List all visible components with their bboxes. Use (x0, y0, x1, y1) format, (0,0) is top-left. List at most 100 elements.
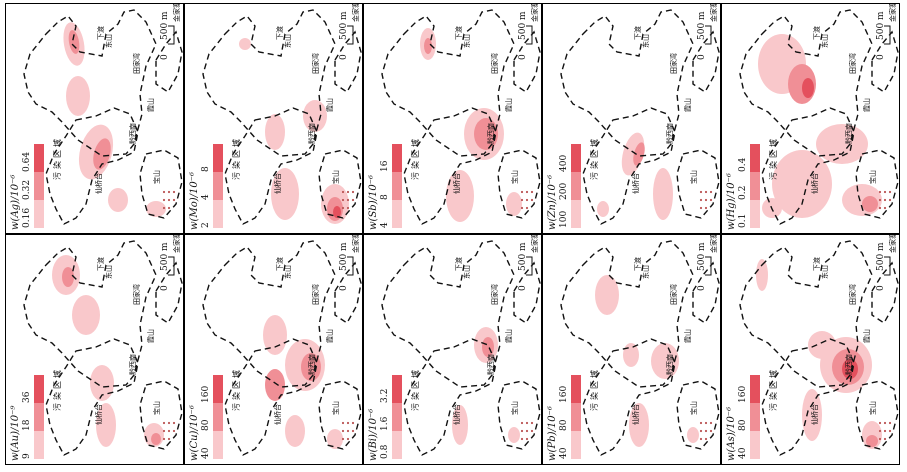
anomaly-shading (63, 22, 166, 217)
map-hg (739, 9, 899, 225)
legend-tick: 4 (201, 194, 211, 200)
district-boundary-3 (334, 261, 362, 325)
place-baoshan: 宝山 (690, 170, 698, 184)
sample-point (878, 198, 882, 202)
sample-point (699, 421, 703, 425)
place-baoshan: 宝山 (153, 401, 161, 415)
anomaly-shading (452, 327, 520, 445)
place-baoshan: 宝山 (690, 401, 698, 415)
place-xiashan: 霞山 (147, 98, 155, 112)
sample-point (878, 190, 882, 194)
element-label: w(Hg)/10⁻⁶ (726, 173, 737, 230)
district-boundary-1 (761, 107, 855, 225)
sample-point (699, 437, 703, 441)
place-xiadu: 下渡 (634, 26, 642, 40)
sample-point (525, 429, 529, 433)
sample-point (530, 198, 534, 202)
scale-bar (705, 25, 712, 45)
district-boundary-0 (202, 9, 336, 157)
legend-swatch-dark (571, 375, 581, 403)
legend-swatch-mid (34, 403, 44, 431)
place-baoshan: 宝山 (332, 401, 340, 415)
place-tianjiawan: 田家湾 (849, 284, 857, 305)
place-jinjiazhai: 金家寨 (531, 234, 539, 253)
district-boundary-3 (155, 30, 183, 94)
sample-point (162, 437, 166, 441)
sample-point (699, 190, 703, 194)
panel-mo: w(Mo)/10⁻⁶ 2 4 8 污染区域 500 m 0 金家寨 田家湾 东山 霞山 黔西南 仙桥台宝… (184, 3, 363, 234)
geochem-map-grid: w(Ag)/10⁻⁶ 0.16 0.32 0.64 污染区域 500 m 0 金家寨 田家湾 东山… (5, 3, 903, 467)
place-baoshan: 宝山 (869, 170, 877, 184)
place-xiadu: 下渡 (276, 257, 284, 271)
legend-swatch-mid (750, 403, 760, 431)
place-xiashan: 霞山 (326, 98, 334, 112)
legend-tick: 160 (738, 385, 748, 403)
legend-swatch-dark (750, 375, 760, 403)
district-boundary-2 (855, 149, 899, 219)
legend-tick: 160 (559, 385, 569, 403)
scale-bar (884, 256, 891, 276)
legend-swatch-dark (34, 144, 44, 172)
legend-cu (213, 375, 223, 459)
sample-point (162, 421, 166, 425)
scale-zero-label: 0 (697, 285, 707, 291)
zone-label: 污染区域 (769, 367, 778, 411)
legend-tick: 0.4 (738, 157, 748, 172)
element-label: w(As)/10⁻⁶ (726, 406, 737, 461)
district-boundary-3 (513, 261, 541, 325)
place-xianqiaotai: 仙桥台 (453, 404, 461, 425)
legend-bi (392, 375, 402, 459)
map-ag (23, 9, 183, 225)
legend-au (34, 375, 44, 459)
scale-bar (168, 256, 175, 276)
element-label: w(Zn)/10⁻⁶ (547, 174, 558, 230)
scale-label: 500 m (160, 11, 170, 40)
district-boundary-1 (224, 338, 318, 456)
scale-bar (705, 256, 712, 276)
district-boundary-3 (871, 261, 899, 325)
legend-mo (213, 144, 223, 228)
place-xiashan: 霞山 (147, 329, 155, 343)
legend-tick: 8 (201, 166, 211, 172)
legend-tick: 40 (559, 447, 569, 459)
sample-point (167, 437, 171, 441)
sample-point (346, 421, 350, 425)
place-tianjiawan: 田家湾 (491, 284, 499, 305)
sample-point (162, 198, 166, 202)
legend-swatch-dark (34, 375, 44, 403)
panel-au: w(Au)/10⁻⁹ 9 18 36 污染区域 500 m 0 金家寨 田家湾 东山 霞山 黔西南 仙桥… (5, 234, 184, 465)
sample-point (883, 206, 887, 210)
place-tianjiawan: 田家湾 (670, 53, 678, 74)
legend-swatch-mid (750, 172, 760, 200)
legend-swatch-mid (213, 403, 223, 431)
map-pb (560, 240, 720, 456)
place-tianjiawan: 田家湾 (133, 284, 141, 305)
place-baoshan: 宝山 (869, 401, 877, 415)
sample-point (525, 437, 529, 441)
sample-point (520, 437, 524, 441)
zone-label: 污染区域 (411, 367, 420, 411)
scale-label: 500 m (339, 11, 349, 40)
zone-label: 污染区域 (232, 136, 241, 180)
legend-swatch-light (571, 431, 581, 459)
scale-label: 500 m (697, 11, 707, 40)
sample-point (162, 206, 166, 210)
legend-swatch-light (213, 431, 223, 459)
sample-point (167, 206, 171, 210)
district-boundary-2 (497, 149, 541, 219)
district-boundary-3 (513, 30, 541, 94)
scale-zero-label: 0 (518, 285, 528, 291)
district-boundary-2 (855, 380, 899, 450)
place-jinjiazhai: 金家寨 (710, 234, 718, 253)
anomaly-shading (756, 259, 882, 449)
sample-point (346, 190, 350, 194)
sample-point (167, 429, 171, 433)
panel-zn: w(Zn)/10⁻⁶ 100 200 400 污染区域 500 m 0 金家寨 田家湾 东山 霞山黔… (542, 3, 721, 234)
sample-point (167, 190, 171, 194)
district-boundary-2 (676, 380, 720, 450)
place-jinjiazhai: 金家寨 (173, 234, 181, 253)
legend-hg (750, 144, 760, 228)
sample-point (520, 198, 524, 202)
place-xianqiaotai: 仙桥台 (632, 173, 640, 194)
legend-tick: 4 (380, 222, 390, 228)
